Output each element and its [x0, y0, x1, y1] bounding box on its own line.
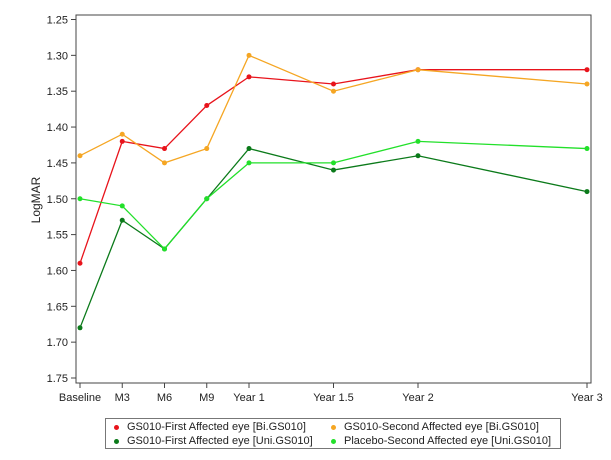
data-point	[77, 196, 83, 202]
x-tick-label: M9	[199, 392, 214, 404]
legend-item: GS010-Second Affected eye [Bi.GS010]	[331, 421, 539, 433]
legend-label: GS010-First Affected eye [Bi.GS010]	[127, 421, 306, 433]
data-point	[77, 153, 83, 159]
data-point	[584, 67, 590, 73]
data-point	[246, 74, 252, 80]
legend-item: GS010-First Affected eye [Bi.GS010]	[114, 421, 306, 433]
data-point	[584, 146, 590, 152]
data-point	[331, 160, 336, 166]
y-tick-label: 1.55	[47, 230, 68, 242]
data-point	[119, 217, 125, 223]
plot-area: LogMAR 1.25 1.30 1.35 1.40 1.45 1.50 1.55 1.60 1…	[29, 14, 603, 404]
y-tick-label: 1.50	[47, 194, 68, 206]
data-point	[246, 52, 252, 58]
x-tick-label: Year 2	[402, 392, 433, 404]
legend-label: GS010-First Affected eye [Uni.GS010]	[127, 435, 313, 447]
x-tick-label: Year 1.5	[313, 392, 354, 404]
x-tick-label: Baseline	[59, 392, 101, 404]
legend-label: GS010-Second Affected eye [Bi.GS010]	[344, 421, 539, 433]
data-point	[162, 146, 167, 152]
data-point	[204, 146, 210, 152]
data-point	[415, 153, 421, 159]
data-point	[331, 167, 336, 173]
legend-label: Placebo-Second Affected eye [Uni.GS010]	[344, 435, 552, 447]
data-point	[204, 103, 210, 109]
x-tick-label: M6	[157, 392, 172, 404]
data-point	[415, 138, 421, 144]
y-tick-label: 1.70	[47, 337, 68, 349]
series-line	[79, 147, 588, 329]
data-point	[584, 81, 590, 87]
data-point	[119, 131, 125, 137]
legend-marker	[331, 424, 336, 430]
y-tick-label: 1.30	[47, 50, 68, 62]
legend: GS010-First Affected eye [Bi.GS010] GS01…	[105, 418, 561, 449]
y-tick-label: 1.65	[47, 301, 68, 313]
legend-marker	[114, 424, 119, 430]
y-tick-label: 1.40	[47, 122, 68, 134]
series-line	[79, 54, 588, 164]
data-point	[584, 189, 590, 195]
legend-item: GS010-First Affected eye [Uni.GS010]	[114, 435, 313, 447]
series-line	[79, 140, 588, 250]
x-tick-label: Year 3	[571, 392, 602, 404]
data-point	[415, 67, 421, 73]
data-point	[204, 196, 210, 202]
data-point	[246, 160, 252, 166]
data-point	[246, 146, 252, 152]
data-point	[77, 325, 83, 331]
x-tick-label: M3	[115, 392, 130, 404]
x-tick-label: Year 1	[233, 392, 264, 404]
y-tick-label: 1.60	[47, 265, 68, 277]
series-line	[79, 69, 587, 264]
data-point	[162, 246, 167, 252]
y-axis-label: LogMAR	[29, 176, 43, 223]
legend-marker	[114, 438, 119, 444]
y-tick-label: 1.25	[47, 15, 68, 27]
data-point	[331, 81, 336, 87]
y-tick-label: 1.35	[47, 86, 68, 98]
data-point	[331, 88, 336, 94]
data-point	[162, 160, 167, 166]
data-point	[77, 260, 83, 266]
legend-item: Placebo-Second Affected eye [Uni.GS010]	[331, 435, 551, 447]
data-point	[119, 203, 125, 209]
data-point	[119, 138, 125, 144]
y-tick-label: 1.75	[47, 373, 68, 385]
y-tick-label: 1.45	[47, 158, 68, 170]
legend-marker	[331, 438, 336, 444]
